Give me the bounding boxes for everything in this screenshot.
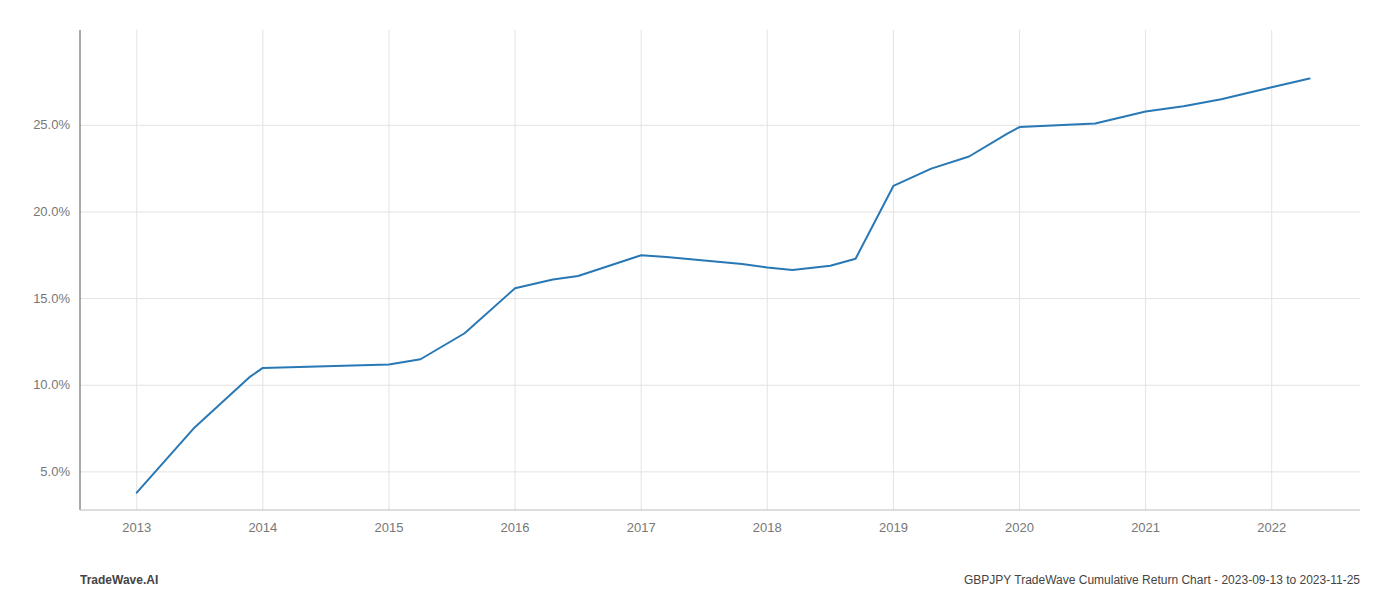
x-tick-label: 2019 bbox=[879, 520, 908, 535]
x-grid-line bbox=[1019, 30, 1020, 510]
y-grid-line bbox=[80, 471, 1360, 472]
line bbox=[137, 79, 1310, 493]
footer-left: TradeWave.AI bbox=[80, 573, 158, 587]
x-grid-line bbox=[388, 30, 389, 510]
y-tick-label: 10.0% bbox=[33, 377, 70, 392]
footer-right: GBPJPY TradeWave Cumulative Return Chart… bbox=[964, 573, 1360, 587]
x-axis-line bbox=[80, 510, 1360, 511]
y-tick-label: 5.0% bbox=[40, 464, 70, 479]
y-grid-line bbox=[80, 125, 1360, 126]
x-grid-line bbox=[641, 30, 642, 510]
x-grid-line bbox=[893, 30, 894, 510]
x-grid-line bbox=[136, 30, 137, 510]
x-tick-label: 2020 bbox=[1005, 520, 1034, 535]
grid bbox=[80, 30, 1360, 510]
x-grid-line bbox=[1271, 30, 1272, 510]
plot-area bbox=[137, 79, 1310, 493]
x-grid-line bbox=[767, 30, 768, 510]
x-tick-label: 2014 bbox=[248, 520, 277, 535]
y-tick-label: 25.0% bbox=[33, 117, 70, 132]
chart: 2013 2014 2015 2016 2017 2018 2019 2020 2021 2022… bbox=[0, 0, 1400, 600]
x-tick-label: 2017 bbox=[627, 520, 656, 535]
y-tick-label: 20.0% bbox=[33, 204, 70, 219]
y-axis-line bbox=[80, 30, 81, 510]
y-grid-line bbox=[80, 211, 1360, 212]
x-grid-line bbox=[262, 30, 263, 510]
x-grid-line bbox=[515, 30, 516, 510]
y-tick-label: 15.0% bbox=[33, 291, 70, 306]
axes: 2013 2014 2015 2016 2017 2018 2019 2020 2021 2022… bbox=[33, 30, 1360, 535]
x-tick-label: 2013 bbox=[122, 520, 151, 535]
y-grid-line bbox=[80, 385, 1360, 386]
x-tick-label: 2016 bbox=[501, 520, 530, 535]
x-tick-label: 2015 bbox=[375, 520, 404, 535]
x-grid-line bbox=[1145, 30, 1146, 510]
x-tick-label: 2018 bbox=[753, 520, 782, 535]
x-tick-label: 2022 bbox=[1257, 520, 1286, 535]
y-grid-line bbox=[80, 298, 1360, 299]
x-tick-label: 2021 bbox=[1131, 520, 1160, 535]
